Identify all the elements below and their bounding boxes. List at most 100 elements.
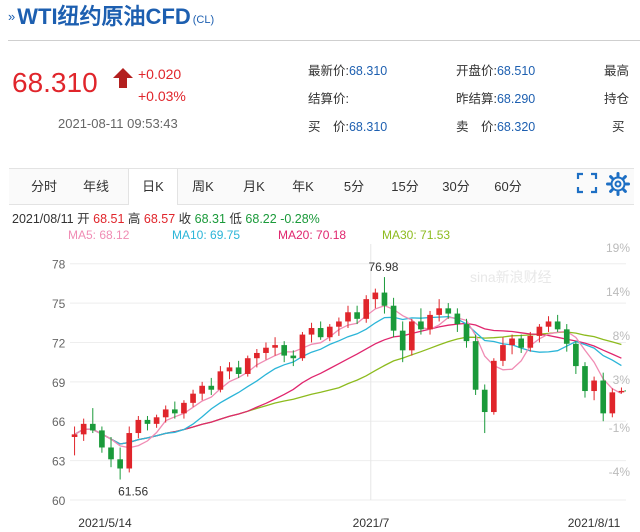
candle — [208, 377, 215, 395]
candle — [89, 408, 96, 434]
candle — [317, 321, 324, 340]
candle-body — [354, 312, 360, 319]
candle-body — [372, 292, 379, 300]
low-annotation: 61.56 — [118, 485, 148, 499]
tab-year-line[interactable]: 年线 — [82, 179, 109, 194]
candle — [518, 334, 525, 353]
candle-body — [217, 371, 224, 390]
quote-field-ask: 卖 价:68.320 — [456, 120, 536, 134]
candle-body — [399, 330, 406, 351]
tab-30min[interactable]: 30分 — [442, 179, 470, 194]
candle-body — [144, 419, 151, 424]
candle-body — [454, 313, 461, 325]
candle — [472, 334, 479, 395]
candle — [509, 334, 515, 355]
last-price: 68.310 — [12, 67, 98, 98]
chart-background — [0, 224, 640, 532]
candle-body — [254, 352, 260, 359]
candle — [190, 389, 196, 407]
candle — [573, 341, 579, 374]
candle-body — [308, 328, 315, 335]
quote-field-open: 开盘价:68.510 — [456, 64, 536, 78]
candle — [500, 337, 506, 367]
settings-icon[interactable] — [606, 172, 630, 196]
fullscreen-icon[interactable] — [576, 172, 598, 194]
candle — [582, 362, 588, 398]
candle-body — [509, 338, 515, 346]
tab-daily-k[interactable]: 日K — [128, 169, 178, 205]
candle-body — [80, 423, 87, 435]
quote-field-open-interest: 持仓 — [604, 92, 630, 106]
candle-body — [573, 343, 579, 367]
x-tick-label: 2021/5/14 — [78, 516, 132, 530]
x-tick-label: 2021/8/11 — [568, 516, 621, 530]
candle-body — [263, 347, 269, 353]
candle-body — [108, 447, 114, 460]
y-right-tick-label: -4% — [609, 465, 631, 479]
candle-body — [135, 419, 142, 434]
y-right-tick-label: -1% — [609, 421, 631, 435]
y-tick-label: 69 — [52, 376, 66, 390]
candle — [408, 318, 415, 356]
candle-body — [545, 321, 552, 327]
quote-field-bid-vol: 买 — [612, 120, 625, 134]
candle-body — [390, 305, 397, 331]
candle-body — [199, 385, 205, 394]
candle — [381, 277, 388, 314]
ohlc-change: -0.28% — [280, 212, 320, 226]
quote-field-settle: 结算价: — [308, 92, 349, 106]
candle — [591, 376, 597, 401]
price-change: +0.020 +0.03% — [138, 63, 186, 107]
instrument-code: (CL) — [192, 14, 215, 26]
candle-body — [445, 308, 452, 314]
candle-body — [554, 321, 561, 330]
tab-60min[interactable]: 60分 — [494, 179, 522, 194]
candle-body — [463, 324, 470, 342]
candle-body — [226, 367, 233, 372]
quote-field-high: 最高 — [604, 64, 630, 78]
candle — [181, 400, 187, 419]
candle — [108, 436, 114, 468]
candle — [281, 341, 288, 363]
candle — [299, 331, 306, 361]
y-tick-label: 78 — [52, 258, 66, 272]
tab-monthly-k[interactable]: 月K — [243, 179, 265, 194]
tab-weekly-k[interactable]: 周K — [192, 179, 214, 194]
quote-field-prev-settle: 昨结算:68.290 — [456, 92, 536, 106]
candle — [536, 324, 543, 343]
ma-legend: MA5: 68.12 MA10: 69.75 MA20: 70.18 MA30: 71… — [68, 228, 450, 242]
candle — [372, 288, 379, 309]
candle-body — [500, 345, 506, 361]
candle-body — [527, 335, 534, 348]
candle — [363, 295, 370, 323]
quote-field-latest: 最新价:68.310 — [308, 64, 388, 78]
kline-chart[interactable]: MA5: 68.12 MA10: 69.75 MA20: 70.18 MA30: 71… — [0, 224, 640, 532]
candle-body — [190, 393, 196, 403]
y-tick-label: 60 — [52, 494, 66, 508]
candle — [99, 426, 105, 453]
y-tick-label: 66 — [52, 415, 66, 429]
candle — [80, 418, 87, 441]
tab-15min[interactable]: 15分 — [391, 179, 419, 194]
tab-intraday[interactable]: 分时 — [30, 179, 57, 194]
chevron-icon: » — [8, 9, 16, 24]
candle — [527, 331, 534, 352]
tab-yearly-k[interactable]: 年K — [292, 179, 314, 194]
candle — [390, 297, 397, 338]
candle-body — [609, 392, 616, 414]
candle-body — [208, 385, 215, 390]
y-right-tick-label: 19% — [606, 241, 630, 255]
candle — [445, 303, 452, 319]
tab-5min[interactable]: 5分 — [343, 179, 365, 194]
candle — [162, 405, 169, 423]
y-right-tick-label: 3% — [613, 373, 631, 387]
candle — [563, 324, 570, 352]
candle — [554, 314, 561, 332]
quote-field-bid: 买 价:68.310 — [308, 120, 388, 134]
candle-body — [153, 417, 160, 424]
candle — [199, 381, 205, 401]
candle-body — [381, 292, 388, 306]
candle — [354, 305, 360, 325]
candle — [226, 362, 233, 380]
candle — [427, 310, 433, 335]
